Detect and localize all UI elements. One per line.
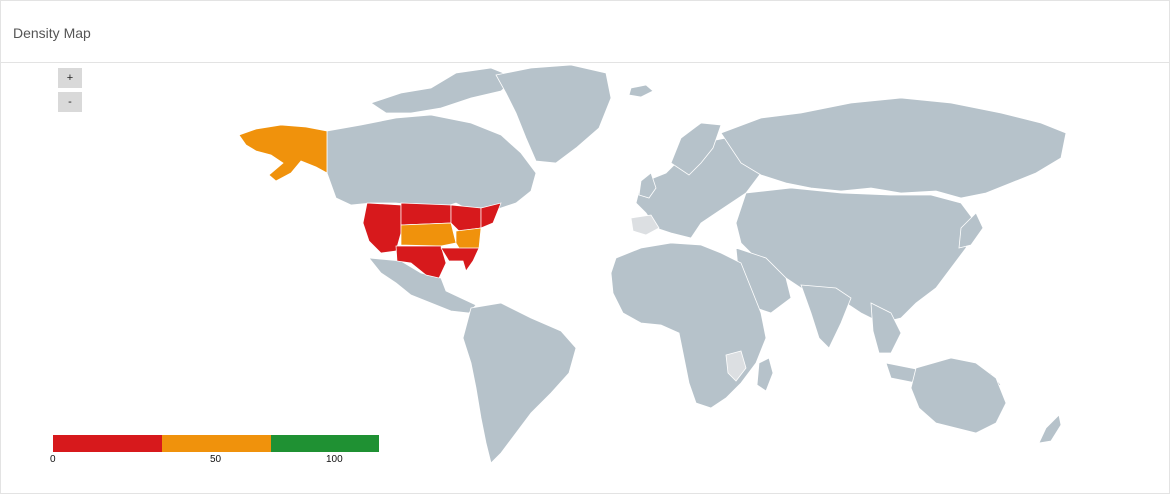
alaska[interactable] — [238, 124, 328, 182]
japan[interactable] — [958, 212, 984, 249]
australia[interactable] — [910, 357, 1007, 434]
india[interactable] — [800, 284, 852, 349]
legend-label-mid: 50 — [210, 454, 222, 465]
south-america[interactable] — [462, 302, 577, 464]
arctic-islands[interactable] — [370, 67, 517, 114]
zoom-in-button[interactable]: + — [58, 68, 82, 88]
scandinavia[interactable] — [670, 122, 722, 176]
legend-label-max: 100 — [326, 454, 343, 465]
uk[interactable] — [638, 172, 657, 199]
russia[interactable] — [720, 97, 1067, 199]
mozambique-region[interactable] — [725, 350, 747, 382]
greenland[interactable] — [495, 64, 612, 164]
iceland[interactable] — [628, 84, 654, 98]
canada[interactable] — [326, 114, 537, 214]
panel-header: Density Map — [1, 1, 1169, 63]
madagascar[interactable] — [756, 357, 774, 392]
legend-segment-high — [271, 435, 379, 452]
spain-region[interactable] — [630, 214, 660, 236]
legend-segment-low — [53, 435, 162, 452]
us-midwest[interactable] — [455, 227, 482, 252]
us-central[interactable] — [400, 222, 457, 247]
zoom-out-button[interactable]: - — [58, 92, 82, 112]
new-zealand[interactable] — [1038, 414, 1062, 444]
us-northeast[interactable] — [480, 202, 502, 229]
africa[interactable] — [610, 242, 767, 409]
color-legend: 0 50 100 — [50, 435, 383, 475]
us-west[interactable] — [362, 202, 402, 254]
us-great-lakes[interactable] — [450, 204, 482, 232]
us-southeast[interactable] — [440, 247, 480, 272]
legend-segment-mid — [162, 435, 271, 452]
panel-title: Density Map — [13, 25, 91, 41]
southeast-asia[interactable] — [870, 302, 902, 354]
us-north-central[interactable] — [400, 202, 452, 226]
world-map[interactable] — [1, 63, 1169, 493]
legend-label-min: 0 — [50, 454, 56, 465]
map-area[interactable]: + - 0 50 100 — [1, 63, 1169, 493]
